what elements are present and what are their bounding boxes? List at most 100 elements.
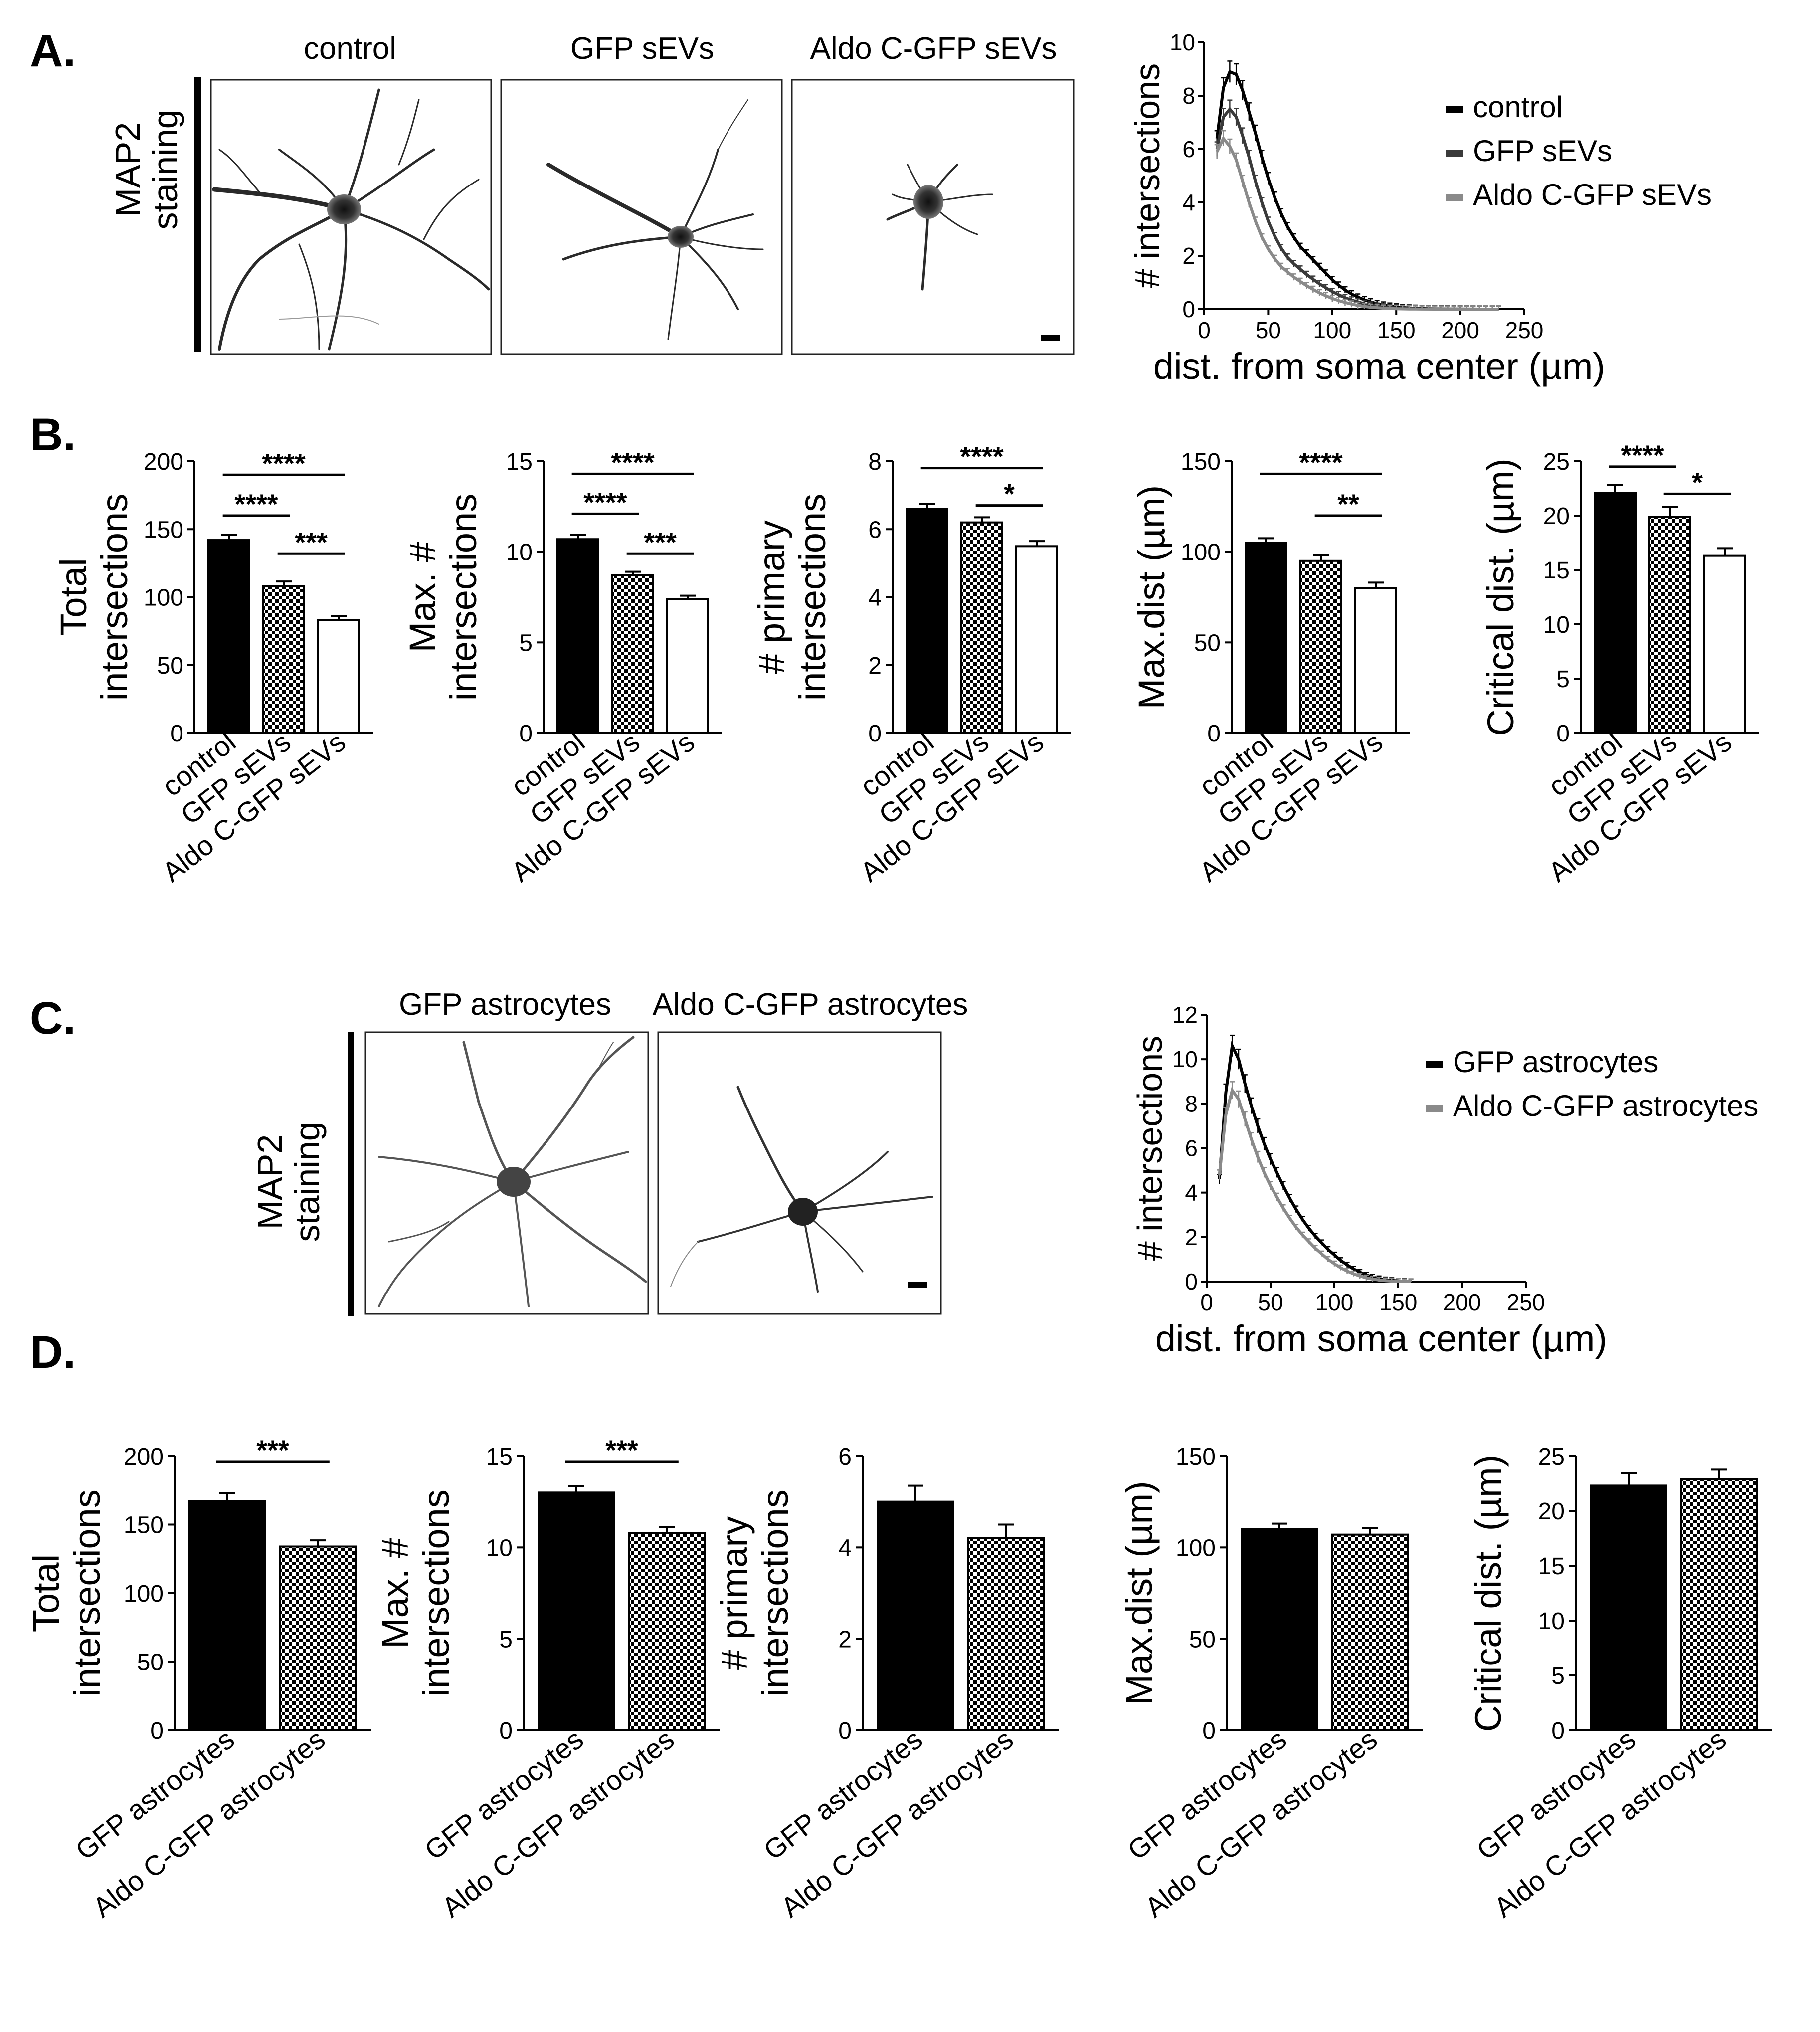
y-tick-label: 0 — [868, 721, 882, 747]
y-axis-label: # intersections — [1128, 63, 1167, 288]
bar — [1703, 554, 1746, 734]
y-axis-label: intersections — [754, 1489, 796, 1696]
y-tick-label: 5 — [1551, 1663, 1565, 1689]
y-tick-label: 6 — [868, 517, 882, 543]
y-tick-label: 200 — [144, 449, 183, 475]
bar — [1299, 559, 1342, 734]
panel-c-micrographs: MAP2 staining GFP astrocytes Aldo C-GFP … — [250, 987, 968, 1316]
x-axis-label: dist. from soma center (µm) — [1153, 346, 1605, 387]
panel-c-title-aldoc: Aldo C-GFP astrocytes — [653, 987, 968, 1022]
x-tick-label: 100 — [1315, 1290, 1354, 1315]
y-tick-label: 4 — [1182, 189, 1195, 215]
panel-label-a: A. — [30, 25, 76, 76]
y-tick-label: 20 — [1538, 1498, 1565, 1525]
significance-label: **** — [1299, 446, 1342, 478]
y-tick-label: 50 — [157, 653, 183, 679]
x-tick-label: 200 — [1443, 1290, 1481, 1315]
micrograph-gfp-sevs — [500, 79, 783, 355]
y-tick-label: 8 — [868, 449, 882, 475]
y-axis-label: # intersections — [1130, 1036, 1169, 1261]
y-tick-label: 50 — [137, 1650, 164, 1676]
legend-label: Aldo C-GFP sEVs — [1473, 178, 1712, 211]
x-tick-label: GFP astrocytes — [418, 1723, 589, 1866]
y-tick-label: 2 — [838, 1627, 852, 1653]
y-tick-label: 100 — [1181, 540, 1221, 566]
significance-label: * — [1004, 478, 1015, 510]
y-axis-label: Total — [25, 1554, 67, 1632]
y-tick-label: 15 — [1538, 1553, 1565, 1580]
significance-label: *** — [295, 526, 328, 557]
y-tick-label: 6 — [1182, 136, 1195, 162]
bar — [279, 1545, 357, 1731]
y-tick-label: 4 — [838, 1535, 852, 1561]
significance-label: **** — [583, 486, 627, 518]
x-tick-label: GFP astrocytes — [69, 1723, 240, 1866]
y-tick-label: 0 — [499, 1718, 513, 1744]
y-tick-label: 4 — [1185, 1180, 1198, 1206]
y-tick-label: 10 — [1538, 1608, 1565, 1635]
y-axis-label: Max.dist (µm) — [1118, 1481, 1160, 1705]
bar — [906, 508, 948, 734]
y-tick-label: 6 — [1185, 1135, 1198, 1161]
y-axis-label: Max. # — [374, 1538, 416, 1649]
y-axis-label: Max.dist (µm) — [1131, 485, 1172, 710]
y-axis-label: Critical dist. (µm) — [1480, 458, 1521, 736]
y-tick-label: 5 — [1556, 666, 1570, 693]
scale-bar-a — [1041, 335, 1060, 341]
y-tick-label: 0 — [170, 721, 183, 747]
y-tick-label: 50 — [1189, 1627, 1216, 1653]
x-tick-label: 250 — [1505, 317, 1544, 343]
significance-label: *** — [256, 1436, 289, 1466]
y-tick-label: 100 — [1176, 1535, 1216, 1561]
y-tick-label: 20 — [1543, 503, 1570, 530]
y-tick-label: 50 — [1194, 630, 1221, 656]
y-tick-label: 0 — [838, 1718, 852, 1744]
panel-c-side-label-2: staining — [288, 1121, 327, 1242]
bar — [1245, 542, 1287, 734]
y-tick-label: 8 — [1185, 1091, 1198, 1116]
y-tick-label: 200 — [124, 1444, 164, 1470]
y-axis-label: intersections — [415, 1489, 457, 1696]
significance-label: *** — [605, 1436, 638, 1466]
micrograph-gfp-astrocytes — [364, 1031, 649, 1315]
significance-label: *** — [644, 526, 677, 557]
significance-label: * — [1692, 466, 1703, 498]
y-tick-label: 0 — [1202, 1718, 1216, 1744]
panel-a-side-bar — [194, 77, 201, 352]
x-tick-label: 0 — [1200, 1290, 1213, 1315]
y-tick-label: 15 — [1543, 557, 1570, 584]
chart-d3-primary-intersections: # primary intersections 0 2 4 6 GFP astrocytes… — [714, 1444, 1059, 1923]
y-axis-label: # primary — [714, 1516, 755, 1670]
y-axis-label: # primary — [751, 520, 792, 674]
legend-swatch — [1426, 1061, 1443, 1068]
y-tick-label: 100 — [124, 1581, 164, 1607]
y-axis-label: Total — [53, 558, 94, 636]
y-tick-label: 4 — [868, 585, 882, 611]
panel-c-side-bar — [348, 1032, 354, 1316]
panel-a-title-gfp: GFP sEVs — [570, 31, 714, 66]
legend-label: GFP sEVs — [1473, 134, 1612, 168]
x-tick-label: 100 — [1313, 317, 1351, 343]
y-axis-label: Critical dist. (µm) — [1467, 1455, 1509, 1732]
y-tick-label: 0 — [1556, 721, 1570, 747]
x-axis-label: dist. from soma center (µm) — [1155, 1318, 1607, 1359]
x-tick-label: 150 — [1379, 1290, 1418, 1315]
panel-a-side-label-1: MAP2 — [108, 122, 147, 217]
bar — [877, 1500, 954, 1732]
y-tick-label: 0 — [1207, 721, 1221, 747]
y-tick-label: 2 — [1185, 1224, 1198, 1250]
legend-swatch — [1446, 106, 1463, 113]
series-line — [1215, 136, 1499, 311]
significance-label: ** — [1337, 488, 1359, 520]
bar — [666, 598, 709, 734]
bar — [207, 539, 250, 735]
x-tick-label: GFP astrocytes — [1470, 1723, 1641, 1866]
legend-label: GFP astrocytes — [1453, 1045, 1658, 1079]
bar — [317, 619, 360, 735]
y-tick-label: 6 — [838, 1444, 852, 1470]
bar — [611, 574, 654, 734]
y-tick-label: 0 — [150, 1718, 164, 1744]
